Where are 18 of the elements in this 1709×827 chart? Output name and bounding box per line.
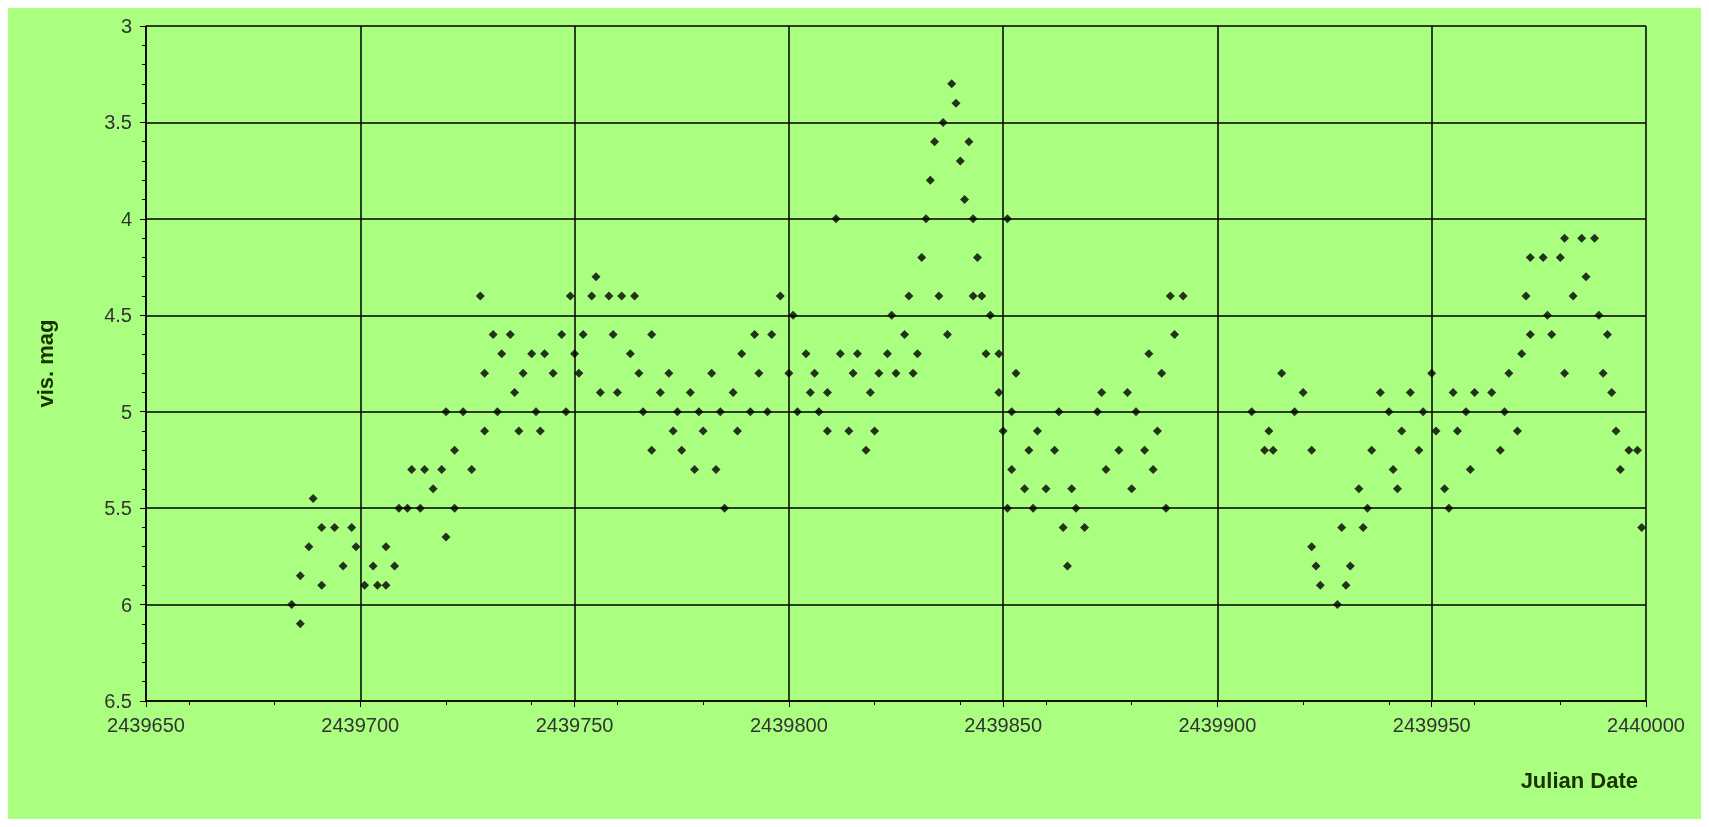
x-tick-label: 2439900 [1178,714,1257,736]
x-tick-label: 2439700 [321,714,400,736]
y-tick-label: 4.5 [104,304,132,327]
x-tick-label: 2439950 [1392,714,1471,736]
x-tick-label: 2440000 [1607,714,1685,736]
x-tick-label: 2439800 [749,714,828,736]
y-tick-label: 3 [120,15,132,37]
y-tick-label: 5.5 [104,497,132,520]
y-tick-label: 3.5 [104,111,132,134]
x-axis-title: Julian Date [1520,767,1638,793]
x-tick-label: 2439750 [535,714,614,736]
y-tick-label: 4 [120,207,132,230]
y-axis-title: vis. mag [32,319,58,408]
x-tick-label: 2439850 [964,714,1043,736]
y-tick-label: 6.5 [104,690,132,712]
x-tick-label: 2439650 [107,714,185,736]
y-tick-label: 5 [120,400,132,423]
y-tick-label: 6 [120,593,132,616]
